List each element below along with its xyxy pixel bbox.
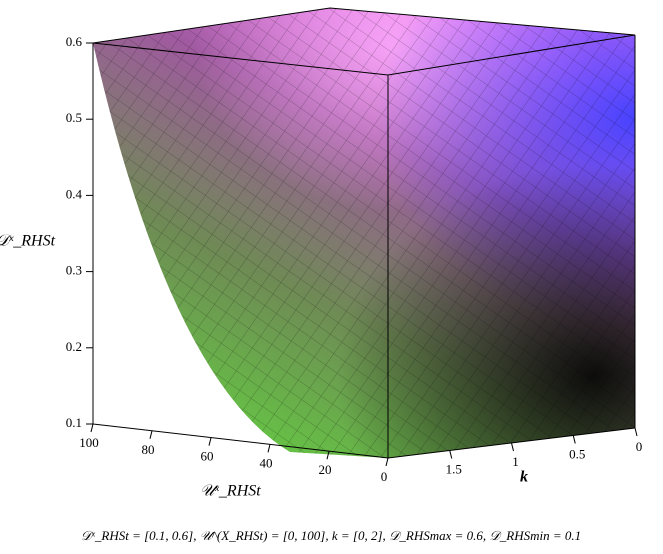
y-tick-label: 1 [512,454,519,469]
x-tick-label: 20 [319,462,332,477]
x-tick [385,457,389,467]
y-tick [511,442,514,452]
x-tick [267,444,271,453]
z-tick-label: 0.2 [66,339,82,354]
z-tick-label: 0.6 [66,34,83,49]
y-axis-title: k [520,469,528,486]
z-tick-label: 0.1 [66,415,82,430]
y-tick [572,435,576,444]
y-tick [449,450,453,459]
y-tick-label: 0.5 [569,446,585,461]
z-tick-label: 0.5 [66,110,82,125]
caption: 𝒟ˣ_RHSt = [0.1, 0.6], 𝒰^(X_RHSt) = [0, 1… [81,528,581,543]
x-tick [208,437,212,446]
x-tick-label: 60 [201,449,214,464]
x-tick-label: 80 [142,442,155,457]
x-tick-label: 0 [381,469,388,484]
x-tick [326,451,330,460]
x-tick [149,430,153,439]
x-tick [90,423,94,433]
y-tick [634,427,638,437]
box [92,7,636,459]
z-tick-label: 0.4 [66,186,83,201]
z-axis-title: 𝒟ˣ_RHSt [0,233,56,250]
y-tick-label: 1.5 [446,461,462,476]
y-tick-label: 0 [636,439,643,454]
surface [93,8,635,458]
x-axis-title: 𝒰ˣ_RHSt [200,483,261,500]
z-tick-label: 0.3 [66,263,82,278]
x-tick-label: 100 [79,435,99,450]
x-tick-label: 40 [260,455,273,470]
